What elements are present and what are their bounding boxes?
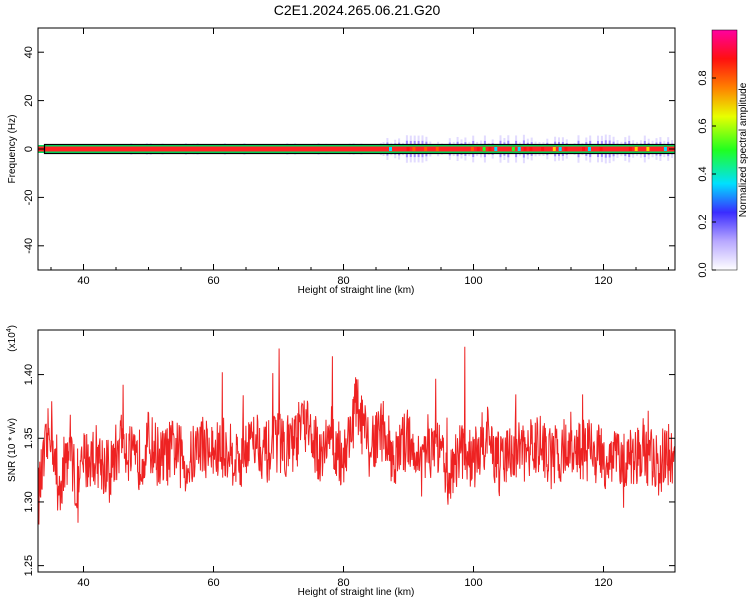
snr-series-line <box>38 346 675 525</box>
svg-text:(x104): (x104) <box>6 325 18 352</box>
x-tick-label-bottom: 100 <box>464 577 482 589</box>
y-tick-label: 0 <box>23 146 35 152</box>
y-tick-label-bottom: 1.30 <box>23 491 35 512</box>
x-tick-label-bottom: 40 <box>77 577 89 589</box>
y-tick-label: -20 <box>23 189 35 205</box>
y-scale-factor: (x104) <box>6 325 18 352</box>
y-tick-label-bottom: 1.40 <box>23 364 35 385</box>
y-tick-label: 40 <box>23 46 35 58</box>
y-axis-label: Frequency (Hz) <box>7 115 18 184</box>
x-tick-label: 100 <box>464 275 482 287</box>
colorbar-tick-label: 0.2 <box>697 214 709 229</box>
band-core <box>38 146 675 152</box>
x-tick-label-bottom: 80 <box>337 577 349 589</box>
y-tick-label: 20 <box>23 94 35 106</box>
y-tick-label: -40 <box>23 238 35 254</box>
x-tick-label: 120 <box>594 275 612 287</box>
spectrogram-panel: 40 60 80 100 120 40 20 0 -20 -40 Height of straig… <box>7 27 676 572</box>
x-tick-label: 60 <box>207 275 219 287</box>
x-tick-label: 40 <box>77 275 89 287</box>
page-title: C2E1.2024.265.06.21.G20 <box>273 2 441 18</box>
x-tick-label-bottom: 60 <box>207 577 219 589</box>
colorbar-tick-label: 0.6 <box>697 118 709 133</box>
spectrogram-heatmap <box>38 134 675 164</box>
snr-panel: 40 60 80 100 120 1.25 1.30 1.35 1.40 Height of s… <box>6 325 676 598</box>
x-axis-label-bottom: Height of straight line (km) <box>298 587 415 598</box>
colorbar-tick-label: 0.4 <box>697 166 709 181</box>
x-tick-label-bottom: 120 <box>594 577 612 589</box>
colorbar-label: Normalized spectral amplitude <box>738 82 749 217</box>
x-axis-label: Height of straight line (km) <box>298 285 415 296</box>
x-tick-label: 80 <box>337 275 349 287</box>
colorbar-tick-label: 0.8 <box>697 70 709 85</box>
colorbar-tick-label: 0.0 <box>697 262 709 277</box>
y-tick-label-bottom: 1.25 <box>23 555 35 576</box>
y-axis-label-bottom: SNR (10 * v/v) <box>7 418 18 482</box>
colorbar: 0.0 0.2 0.4 0.6 0.8 Normalized spectral ampl… <box>697 29 749 278</box>
y-tick-label-bottom: 1.35 <box>23 428 35 449</box>
